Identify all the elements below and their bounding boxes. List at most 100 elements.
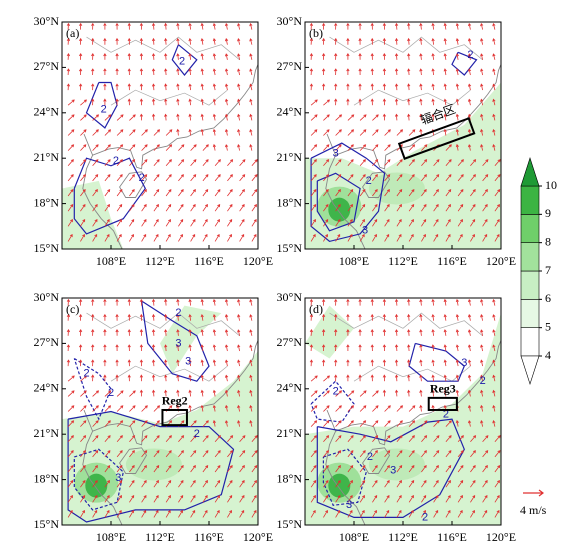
wind-vector bbox=[408, 218, 414, 227]
wind-vector bbox=[492, 329, 496, 336]
wind-vector bbox=[443, 128, 447, 136]
wind-vector bbox=[431, 344, 435, 352]
wind-vector bbox=[372, 203, 378, 212]
wind-vector bbox=[431, 314, 435, 321]
wind-vector bbox=[396, 203, 402, 212]
wind-vector bbox=[165, 174, 172, 182]
wind-vector bbox=[176, 68, 180, 76]
lon-label: 112°E bbox=[145, 530, 175, 544]
wind-vector bbox=[309, 344, 314, 352]
contour-label: 3 bbox=[362, 225, 368, 237]
wind-vector bbox=[104, 494, 110, 503]
wind-vector bbox=[396, 494, 402, 503]
wind-vector bbox=[347, 450, 354, 458]
wind-vector bbox=[178, 494, 184, 503]
wind-vector bbox=[104, 218, 110, 227]
wind-vector bbox=[249, 389, 253, 397]
wind-vector bbox=[443, 374, 447, 382]
wind-vector bbox=[190, 203, 196, 212]
wind-vector bbox=[103, 329, 107, 336]
wind-vector bbox=[482, 464, 488, 473]
box bbox=[427, 396, 458, 411]
wind-vector bbox=[382, 68, 387, 76]
wind-vector bbox=[321, 22, 326, 30]
wind-vector bbox=[421, 218, 427, 227]
wind-vector bbox=[165, 159, 172, 167]
region-box bbox=[397, 117, 476, 160]
wind-vector bbox=[129, 435, 136, 443]
wind-vector bbox=[492, 359, 496, 367]
wind-vector bbox=[310, 129, 318, 136]
wind-vector bbox=[249, 420, 253, 427]
wind-vector bbox=[347, 114, 355, 121]
wind-vector bbox=[67, 450, 74, 458]
lat-label: 24°N bbox=[277, 105, 303, 119]
wind-vector bbox=[249, 83, 253, 91]
wind-vector bbox=[455, 22, 459, 30]
wind-vector bbox=[457, 435, 464, 443]
lat-label: 21°N bbox=[34, 426, 60, 440]
lat-label: 15°N bbox=[277, 517, 303, 531]
wind-vector bbox=[372, 144, 379, 151]
wind-vector bbox=[66, 298, 71, 306]
shading-light bbox=[125, 448, 182, 481]
wind-vector bbox=[214, 464, 221, 473]
wind-vector bbox=[164, 389, 168, 397]
wind-vector bbox=[91, 53, 95, 60]
wind-vector bbox=[408, 144, 416, 151]
wind-vector bbox=[178, 218, 184, 227]
wind-vector bbox=[323, 390, 330, 397]
wind-vector bbox=[67, 435, 74, 443]
wind-vector bbox=[482, 509, 488, 518]
wind-vector bbox=[165, 435, 172, 443]
lat-label: 18°N bbox=[277, 195, 303, 209]
wind-vector bbox=[67, 509, 73, 518]
wind-vector bbox=[358, 68, 362, 76]
wind-vector bbox=[408, 174, 415, 182]
wind-vector bbox=[470, 233, 475, 242]
wind-vector bbox=[419, 389, 423, 397]
wind-vector bbox=[80, 159, 87, 167]
wind-vector bbox=[190, 509, 196, 518]
wind-vector bbox=[443, 68, 447, 76]
wind-vector bbox=[141, 174, 148, 182]
lat-label: 24°N bbox=[34, 381, 60, 395]
colorbar-extend bbox=[520, 355, 540, 385]
wind-vector bbox=[335, 420, 342, 427]
contour-label: 2 bbox=[366, 175, 372, 187]
wind-vector bbox=[224, 38, 229, 45]
wind-vector bbox=[224, 144, 229, 151]
wind-vector bbox=[115, 37, 119, 45]
wind-vector bbox=[433, 218, 439, 227]
lon-label: 108°E bbox=[339, 254, 369, 268]
wind-vector bbox=[334, 37, 338, 45]
wind-vector bbox=[80, 435, 87, 443]
wind-vector bbox=[482, 218, 488, 227]
wind-vector bbox=[139, 22, 144, 30]
wind-vector bbox=[139, 53, 144, 60]
wind-vector bbox=[431, 38, 435, 45]
wind-vector bbox=[494, 509, 500, 518]
wind-vector bbox=[164, 98, 168, 106]
wind-vector bbox=[92, 114, 100, 121]
wind-vector bbox=[212, 38, 216, 45]
wind-vector bbox=[359, 390, 367, 397]
wind-vector bbox=[92, 174, 99, 182]
wind-vector bbox=[80, 420, 87, 427]
wind-vector bbox=[347, 405, 355, 412]
lat-label: 24°N bbox=[34, 105, 60, 119]
wind-vector bbox=[66, 313, 71, 321]
wind-vector bbox=[178, 203, 184, 212]
wind-vector bbox=[384, 405, 391, 412]
wind-vector bbox=[372, 218, 378, 227]
wind-vector bbox=[455, 374, 459, 382]
wind-vector bbox=[151, 389, 156, 397]
panel-label: (c) bbox=[66, 302, 79, 316]
wind-vector bbox=[80, 144, 87, 151]
wind-vector bbox=[165, 509, 171, 518]
wind-vector bbox=[384, 129, 391, 136]
wind-vector bbox=[237, 359, 241, 367]
wind-vector bbox=[347, 390, 355, 397]
wind-vector bbox=[249, 128, 253, 136]
wind-vector bbox=[164, 359, 168, 367]
